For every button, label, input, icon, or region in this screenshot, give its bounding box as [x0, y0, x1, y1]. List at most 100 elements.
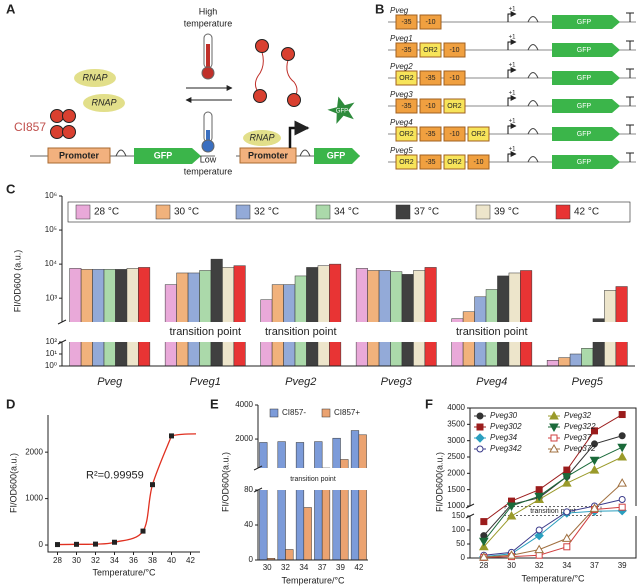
bar	[390, 271, 403, 367]
bar	[199, 270, 212, 367]
repressor-link	[254, 51, 264, 95]
legend-marker	[476, 423, 484, 431]
tss-arrow	[288, 120, 310, 148]
panel-letter: E	[210, 396, 219, 411]
y-tick-label: 150	[452, 511, 466, 520]
break-mark	[57, 319, 67, 325]
tss-label: +1	[509, 119, 517, 125]
point	[535, 486, 543, 494]
point	[617, 451, 628, 461]
legend-label: Pveg322	[564, 422, 596, 431]
bar	[126, 268, 139, 367]
gfp-gene	[552, 127, 620, 141]
promoter-box	[239, 147, 297, 164]
y-tick-label: 1000	[447, 501, 465, 510]
bar	[233, 265, 246, 367]
x-tick-label: 36	[129, 556, 138, 565]
y-tick-label: 0	[461, 553, 466, 562]
y-tick-label: 10³	[45, 293, 57, 302]
annotation: R²=0.99959	[86, 469, 144, 481]
tss-label: +1	[509, 35, 517, 41]
x-tick-label: 30	[72, 556, 81, 565]
point	[561, 473, 572, 482]
legend-swatch	[75, 204, 91, 220]
y-tick-label: 0	[39, 540, 44, 549]
legend-label: 37 °C	[414, 207, 439, 218]
bar	[558, 357, 571, 367]
bar	[569, 353, 582, 367]
legend-swatch	[269, 408, 279, 418]
x-tick-label: 38	[148, 556, 157, 565]
rnap-label: RNAP	[249, 132, 274, 142]
line	[483, 414, 623, 523]
tss-label: +1	[509, 63, 517, 69]
fit-curve	[57, 433, 197, 546]
gfp-label: GFP	[577, 103, 592, 110]
terminator	[527, 156, 539, 163]
y-tick-label: 2000	[447, 468, 465, 477]
y-tick-label: 2000	[235, 434, 253, 443]
y-tick-label: 1000	[25, 494, 43, 503]
point	[589, 456, 600, 466]
line	[483, 498, 623, 556]
y-tick-label: 4000	[235, 400, 253, 409]
rnap-label: RNAP	[82, 72, 107, 82]
annotation: transition point	[530, 508, 576, 515]
bar	[294, 275, 307, 367]
bar	[138, 267, 151, 367]
x-tick-label: 34	[562, 561, 571, 570]
bar	[187, 272, 200, 367]
bar	[277, 441, 286, 561]
repressor-shape	[62, 109, 76, 123]
repressor-shape	[50, 109, 64, 123]
tss-arrow	[507, 67, 517, 78]
high-temp-label: temperature	[184, 18, 233, 28]
legend-marker	[550, 434, 558, 442]
point	[561, 533, 572, 542]
element-label: -10	[473, 159, 483, 166]
x-axis-title: Temperature/°C	[281, 575, 345, 585]
point	[478, 541, 489, 551]
panel-letter: A	[6, 1, 16, 16]
x-tick-label: Pveg2	[285, 376, 316, 388]
legend-label: CI857+	[334, 408, 360, 417]
gfp-gene	[552, 71, 620, 85]
rnap-shape	[83, 94, 125, 112]
bar	[332, 437, 341, 561]
terminator	[626, 40, 634, 50]
legend-marker	[476, 445, 484, 453]
x-tick-label: 32	[281, 563, 290, 572]
x-tick-label: 30	[263, 563, 272, 572]
legend-label: Pveg342	[490, 444, 522, 453]
point	[591, 440, 598, 448]
point	[591, 427, 598, 435]
repressor-shape	[287, 93, 301, 107]
bar	[222, 267, 235, 367]
gfp-label: GFP	[577, 47, 592, 54]
bar	[115, 269, 128, 367]
y-tick-label: 80	[244, 485, 253, 494]
operator-box	[395, 154, 418, 170]
operator-box	[467, 126, 490, 142]
promoter-label: Promoter	[59, 150, 100, 160]
low-temp-label: temperature	[184, 166, 233, 176]
bar	[350, 430, 360, 561]
legend-label: Pveg372	[564, 444, 596, 453]
operator-box	[395, 126, 418, 142]
bar	[210, 258, 223, 367]
thermometer	[201, 139, 215, 153]
annotation: transition point	[456, 326, 528, 338]
element-label: OR2	[423, 47, 438, 54]
point	[535, 526, 543, 534]
terminator	[527, 16, 539, 23]
promoter-box	[443, 70, 466, 86]
x-tick-label: 28	[53, 556, 62, 565]
panel-a: A RNAP RNAP CI857 Promoter GFP High temp…	[6, 1, 360, 176]
bar	[367, 270, 380, 367]
bar	[69, 268, 82, 367]
legend-marker	[549, 443, 559, 453]
x-tick-label: Pveg3	[381, 376, 413, 388]
element-label: -10	[425, 103, 435, 110]
point	[534, 492, 545, 502]
legend-swatch	[235, 204, 251, 220]
